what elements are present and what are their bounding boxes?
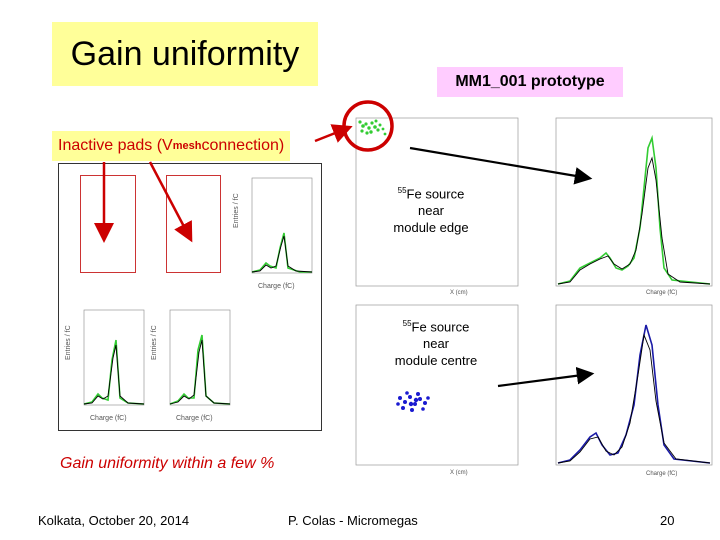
prototype-label: MM1_001 prototype (437, 67, 623, 97)
small-hist-bl-ylabel: Entries / fC (65, 325, 72, 360)
small-hist-bottom-left: Charge (fC) Entries / fC (65, 309, 145, 422)
right-hist-edge: Charge (fC) (555, 117, 713, 296)
scatter-centre-plot: X (cm) (355, 304, 519, 476)
callout-centre-sup: 55 (402, 319, 412, 328)
small-hist-bc-xlabel: Charge (fC) (176, 415, 213, 422)
slide-title: Gain uniformity (52, 22, 318, 86)
callout-edge-sup: 55 (397, 186, 407, 195)
small-hist-top: Charge (fC) Entries / fC (233, 177, 313, 290)
arrow-centre (497, 366, 595, 388)
callout-centre: 55Fe source near module centre (374, 315, 498, 369)
small-hist-bc-ylabel: Entries / fC (151, 325, 158, 360)
right-hist-centre-xlabel: Charge (fC) (646, 471, 677, 477)
inactive-pad-right (166, 175, 221, 273)
arrow-inactive-right (148, 161, 193, 243)
inactive-pads-subscript: mesh (172, 140, 202, 152)
module-frame (58, 163, 322, 431)
small-hist-top-ylabel: Entries / fC (233, 193, 240, 228)
inactive-pads-prefix: Inactive pads (V (58, 137, 173, 154)
arrow-edge-circle (314, 124, 353, 143)
callout-centre-line1: Fe source (411, 319, 470, 335)
small-hist-bl-xlabel: Charge (fC) (90, 415, 127, 422)
callout-edge: 55Fe source near module edge (376, 182, 486, 236)
small-hist-top-xlabel: Charge (fC) (258, 283, 295, 290)
callout-edge-line3: module edge (393, 220, 469, 236)
callout-centre-line3: module centre (394, 353, 478, 369)
scatter-edge-xlabel: X (cm) (450, 290, 468, 296)
right-hist-edge-xlabel: Charge (fC) (646, 290, 677, 296)
footer-author: P. Colas - Micromegas (288, 513, 418, 528)
inactive-pad-left (80, 175, 136, 273)
callout-edge-line2: near (417, 203, 445, 219)
small-hist-bottom-center: Charge (fC) Entries / fC (151, 309, 231, 422)
right-hist-centre: Charge (fC) (555, 304, 713, 477)
gain-uniformity-note: Gain uniformity within a few % (60, 455, 275, 472)
inactive-pads-suffix: connection) (201, 137, 285, 154)
footer-location-date: Kolkata, October 20, 2014 (38, 513, 190, 528)
footer-page-number: 20 (660, 513, 675, 528)
arrow-edge (409, 146, 593, 185)
callout-centre-line2: near (422, 336, 450, 352)
scatter-centre-xlabel: X (cm) (450, 470, 468, 476)
inactive-pads-label: Inactive pads (V mesh connection) (52, 131, 291, 161)
callout-edge-line1: Fe source (406, 186, 465, 202)
